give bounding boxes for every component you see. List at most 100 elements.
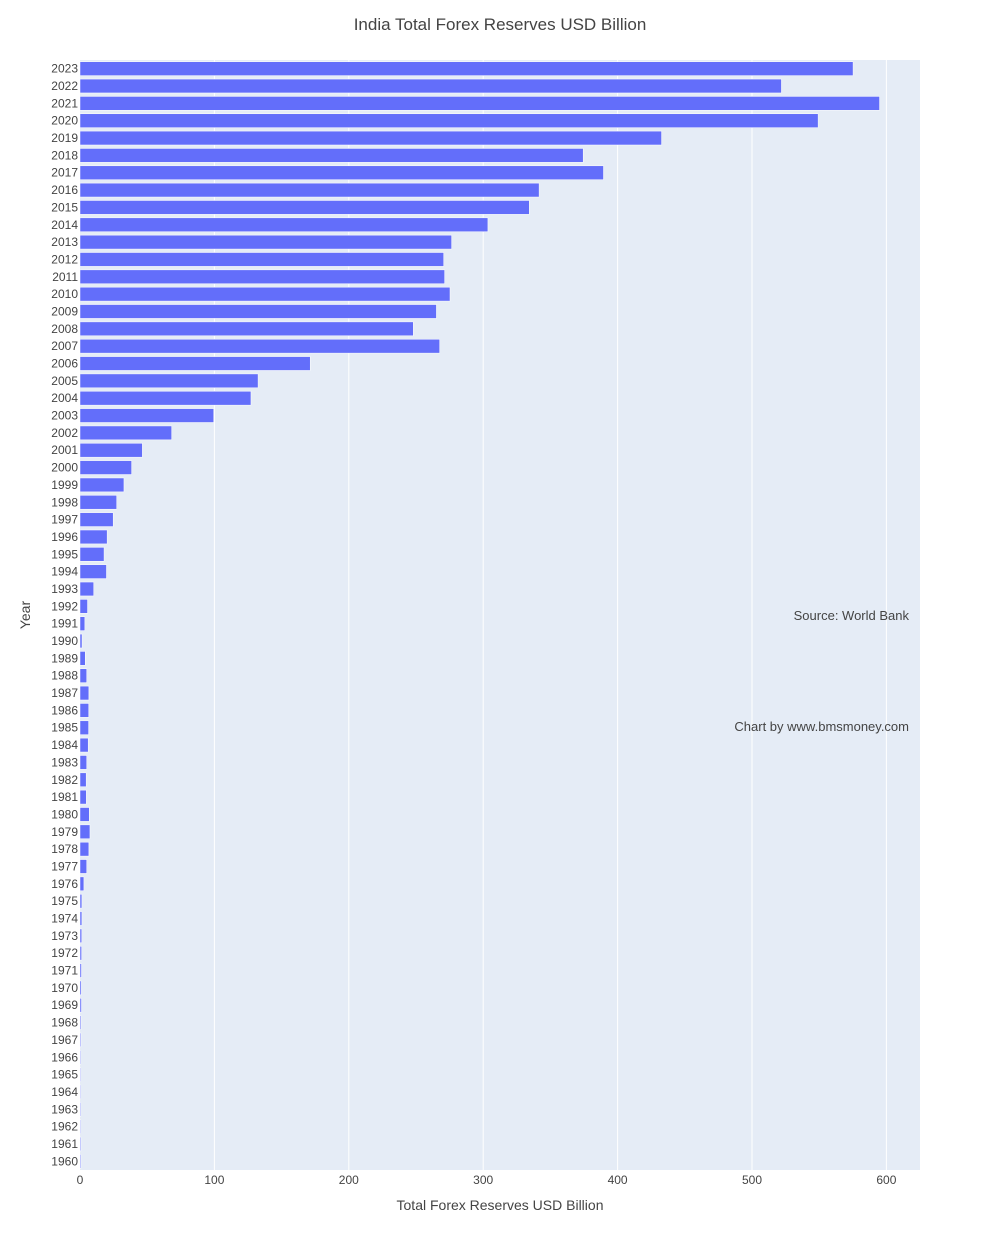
bar-1978[interactable] [79,841,90,857]
bar-2000[interactable] [79,460,132,475]
bar-1991[interactable] [79,616,86,631]
y-tick-label: 1973 [51,929,78,943]
bar-1969[interactable] [79,998,82,1013]
bar-1970[interactable] [79,980,82,996]
y-tick-label: 1995 [51,547,78,561]
bar-2019[interactable] [79,130,662,146]
bar-1995[interactable] [79,547,105,562]
bar-1980[interactable] [79,807,90,822]
bar-1994[interactable] [79,564,107,579]
bar-2015[interactable] [79,200,530,215]
bar-1963[interactable] [79,1102,82,1117]
y-tick-label: 2001 [51,443,78,457]
y-tick-label: 1974 [51,912,78,926]
bar-2022[interactable] [79,78,782,94]
bar-1968[interactable] [79,1015,82,1030]
bar-1975[interactable] [79,893,83,909]
bar-2013[interactable] [79,234,452,250]
y-tick-label: 2017 [51,166,78,180]
y-tick-label: 1971 [51,964,78,978]
y-tick-label: 2023 [51,62,78,76]
bar-1990[interactable] [79,633,83,649]
y-tick-label: 2021 [51,96,78,110]
y-tick-label: 1985 [51,721,78,735]
bar-1988[interactable] [79,668,87,683]
bar-1967[interactable] [79,1032,82,1048]
bar-1999[interactable] [79,477,125,493]
bar-1981[interactable] [79,789,87,805]
y-tick-label: 2002 [51,426,78,440]
y-tick-label: 2004 [51,391,78,405]
x-tick-label: 200 [339,1173,359,1187]
bar-1987[interactable] [79,685,90,701]
bar-1986[interactable] [79,703,89,718]
bar-2008[interactable] [79,321,414,337]
bar-2003[interactable] [79,408,214,423]
bar-1984[interactable] [79,737,89,753]
y-tick-label: 1996 [51,530,78,544]
bar-1966[interactable] [79,1050,82,1065]
x-tick-label: 600 [876,1173,896,1187]
x-tick-labels: 0 100 200 300 400 500 600 [77,1173,897,1187]
x-tick-label: 300 [473,1173,493,1187]
bar-2001[interactable] [79,443,143,458]
y-tick-label: 1962 [51,1120,78,1134]
bar-1961[interactable] [79,1136,82,1152]
bar-1979[interactable] [79,824,91,839]
bar-1985[interactable] [79,720,89,735]
y-tick-label: 1979 [51,825,78,839]
y-tick-label: 1960 [51,1154,78,1168]
credit-annotation: Chart by www.bmsmoney.com [734,719,909,734]
bar-2002[interactable] [79,425,172,441]
bar-1997[interactable] [79,512,114,527]
bar-2020[interactable] [79,113,819,128]
y-tick-label: 2020 [51,114,78,128]
bar-2018[interactable] [79,148,584,163]
bar-2007[interactable] [79,338,440,354]
bar-2006[interactable] [79,356,311,371]
x-tick-label: 400 [608,1173,628,1187]
y-tick-label: 1968 [51,1016,78,1030]
y-tick-label: 2003 [51,409,78,423]
y-tick-label: 2022 [51,79,78,93]
y-tick-label: 2011 [52,270,78,284]
bar-2021[interactable] [79,96,880,111]
bar-2014[interactable] [79,217,489,232]
y-tick-label: 2013 [51,235,78,249]
y-tick-label: 1999 [51,478,78,492]
bar-1971[interactable] [79,963,82,978]
y-tick-label: 1965 [51,1068,78,1082]
bar-1998[interactable] [79,495,117,510]
bar-1962[interactable] [79,1119,81,1134]
y-tick-label: 1980 [51,807,78,821]
bar-1964[interactable] [79,1084,81,1100]
bar-2017[interactable] [79,165,604,180]
bar-1965[interactable] [79,1067,81,1082]
bar-1989[interactable] [79,651,86,666]
y-tick-label: 2014 [51,218,78,232]
bar-1973[interactable] [79,928,82,944]
bar-1992[interactable] [79,599,88,614]
y-tick-label: 1977 [51,859,78,873]
bar-2005[interactable] [79,373,259,389]
bar-1996[interactable] [79,529,108,545]
y-tick-label: 1993 [51,582,78,596]
bar-2004[interactable] [79,391,252,406]
bar-2011[interactable] [79,269,445,284]
bar-2016[interactable] [79,182,540,198]
bar-2009[interactable] [79,304,437,319]
bar-1960[interactable] [79,1154,82,1169]
bar-1974[interactable] [79,911,83,926]
bar-1976[interactable] [79,876,85,892]
y-tick-label: 1981 [51,790,78,804]
y-tick-label: 2018 [51,148,78,162]
bar-1972[interactable] [79,946,82,961]
bar-1993[interactable] [79,581,94,597]
bar-2023[interactable] [79,61,854,76]
bar-1977[interactable] [79,859,87,874]
bar-2012[interactable] [79,252,444,267]
bar-1983[interactable] [79,755,87,770]
bar-1982[interactable] [79,772,87,787]
bar-2010[interactable] [79,286,451,302]
